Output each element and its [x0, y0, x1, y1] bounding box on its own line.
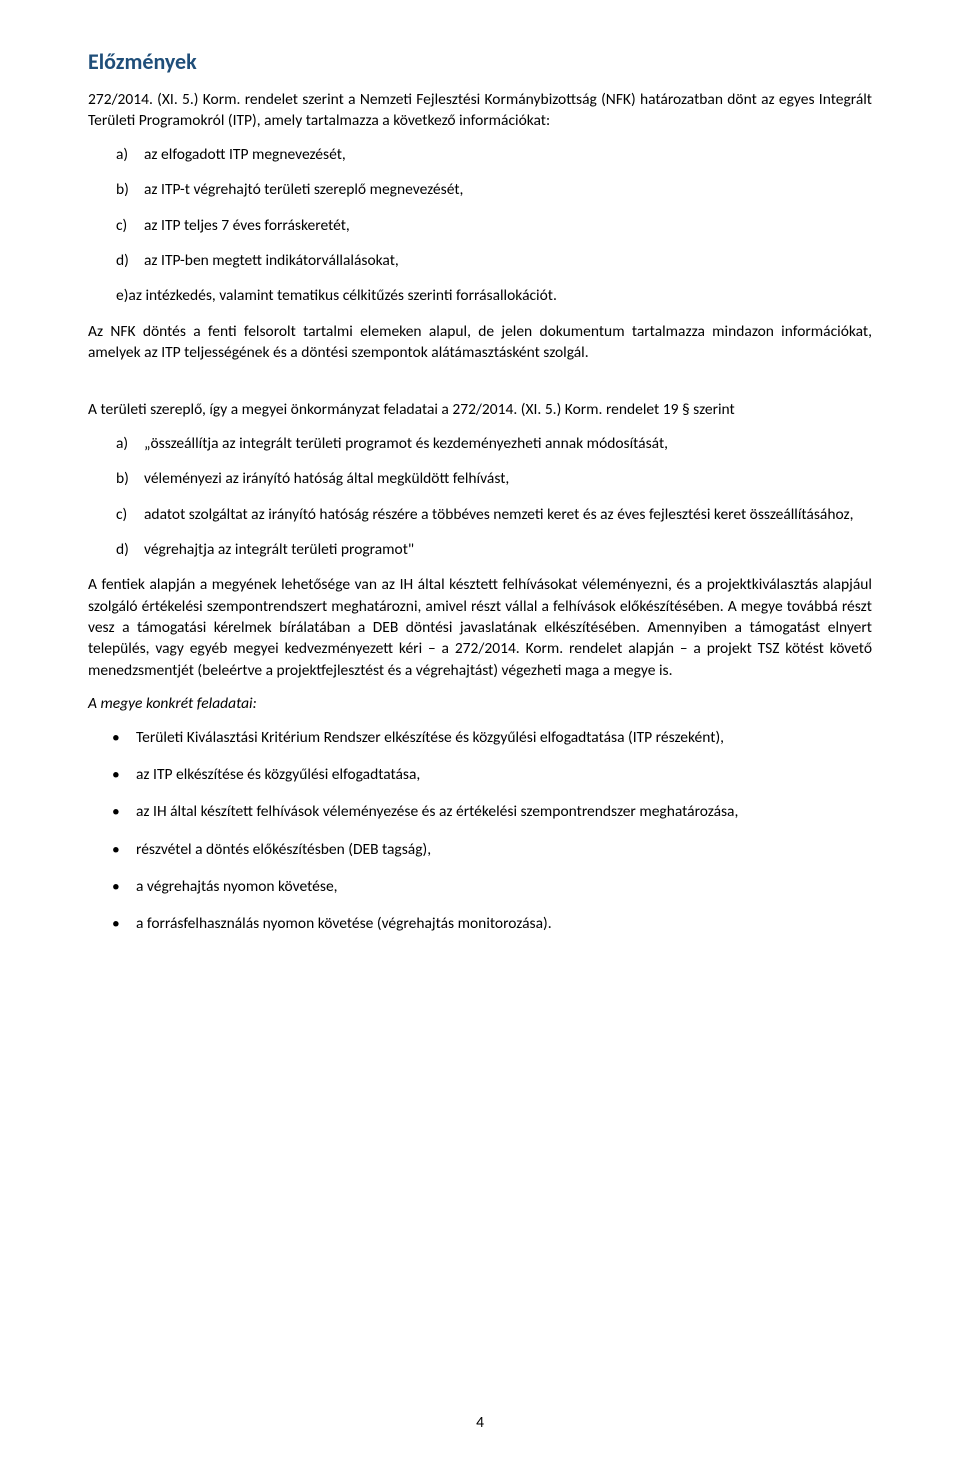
list-text: az ITP teljes 7 éves forráskeretét, [144, 216, 350, 235]
list-item: d) végrehajtja az integrált területi prog… [88, 539, 872, 560]
bullet-item: az ITP elkészítése és közgyűlési elfogad… [88, 764, 872, 785]
bullet-item: a végrehajtás nyomon követése, [88, 876, 872, 897]
list-marker: a) [116, 433, 128, 454]
bullet-item: Területi Kiválasztási Kritérium Rendszer… [88, 727, 872, 748]
list-text: az ITP-ben megtett indikátorvállalásokat… [144, 251, 399, 270]
body-paragraph: A fentiek alapján a megyének lehetősége … [88, 574, 872, 681]
list-text: adatot szolgáltat az irányító hatóság ré… [144, 505, 853, 524]
intro-paragraph: 272/2014. (XI. 5.) Korm. rendelet szerin… [88, 89, 872, 132]
bullet-item: részvétel a döntés előkészítésben (DEB t… [88, 839, 872, 860]
task-list: a) „összeállítja az integrált területi pr… [88, 433, 872, 561]
list-text: „összeállítja az integrált területi prog… [144, 434, 668, 453]
list-text: véleményezi az irányító hatóság által me… [144, 469, 509, 488]
list-text: az elfogadott ITP megnevezését, [144, 145, 346, 164]
list-marker: d) [116, 250, 129, 271]
list-item: d) az ITP-ben megtett indikátorvállalások… [88, 250, 872, 271]
list-marker: b) [116, 179, 129, 200]
info-list: a) az elfogadott ITP megnevezését, b) az I… [88, 144, 872, 307]
list-marker: c) [116, 215, 127, 236]
list-marker: a) [116, 144, 128, 165]
list-item: c) adatot szolgáltat az irányító hatóság … [88, 504, 872, 525]
list-item: a) „összeállítja az integrált területi pr… [88, 433, 872, 454]
body-paragraph: Az NFK döntés a fenti felsorolt tartalmi… [88, 321, 872, 364]
list-item: c) az ITP teljes 7 éves forráskeretét, [88, 215, 872, 236]
list-marker: d) [116, 539, 129, 560]
list-item: b) véleményezi az irányító hatóság által … [88, 468, 872, 489]
bullet-item: a forrásfelhasználás nyomon követése (vé… [88, 913, 872, 934]
page-number: 4 [476, 1413, 484, 1432]
body-paragraph: A területi szereplő, így a megyei önkorm… [88, 399, 872, 420]
list-marker: c) [116, 504, 127, 525]
list-text: végrehajtja az integrált területi progra… [144, 540, 414, 559]
list-item: e)az intézkedés, valamint tematikus célk… [88, 285, 872, 306]
list-item: b) az ITP-t végrehajtó területi szereplő … [88, 179, 872, 200]
section-heading: Előzmények [88, 48, 872, 75]
list-item: a) az elfogadott ITP megnevezését, [88, 144, 872, 165]
bullet-list: Területi Kiválasztási Kritérium Rendszer… [88, 727, 872, 935]
list-marker: b) [116, 468, 129, 489]
list-text: e)az intézkedés, valamint tematikus célk… [116, 286, 557, 305]
list-text: az ITP-t végrehajtó területi szereplő me… [144, 180, 463, 199]
subheading: A megye konkrét feladatai: [88, 693, 872, 714]
bullet-item: az IH által készített felhívások vélemén… [88, 801, 872, 822]
